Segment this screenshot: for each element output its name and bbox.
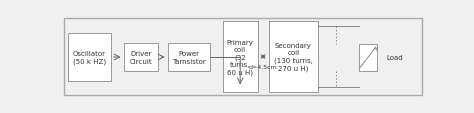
- Bar: [223, 22, 258, 92]
- Text: Primary
coil
(32
turns,
60 u H): Primary coil (32 turns, 60 u H): [227, 39, 254, 75]
- Bar: [359, 45, 377, 71]
- Bar: [124, 43, 158, 72]
- Bar: [64, 19, 422, 95]
- Bar: [168, 43, 210, 72]
- Text: Oscillator
(50 k HZ): Oscillator (50 k HZ): [73, 51, 106, 64]
- Text: d=4.5cm: d=4.5cm: [249, 65, 277, 70]
- Bar: [269, 22, 318, 92]
- Text: Load: Load: [386, 55, 403, 61]
- Text: Power
Tarnsistor: Power Tarnsistor: [172, 51, 206, 64]
- Text: Secondary
coil
(130 turns,
270 u H): Secondary coil (130 turns, 270 u H): [274, 43, 313, 71]
- Bar: [68, 34, 111, 81]
- Text: Driver
Circuit: Driver Circuit: [130, 51, 152, 64]
